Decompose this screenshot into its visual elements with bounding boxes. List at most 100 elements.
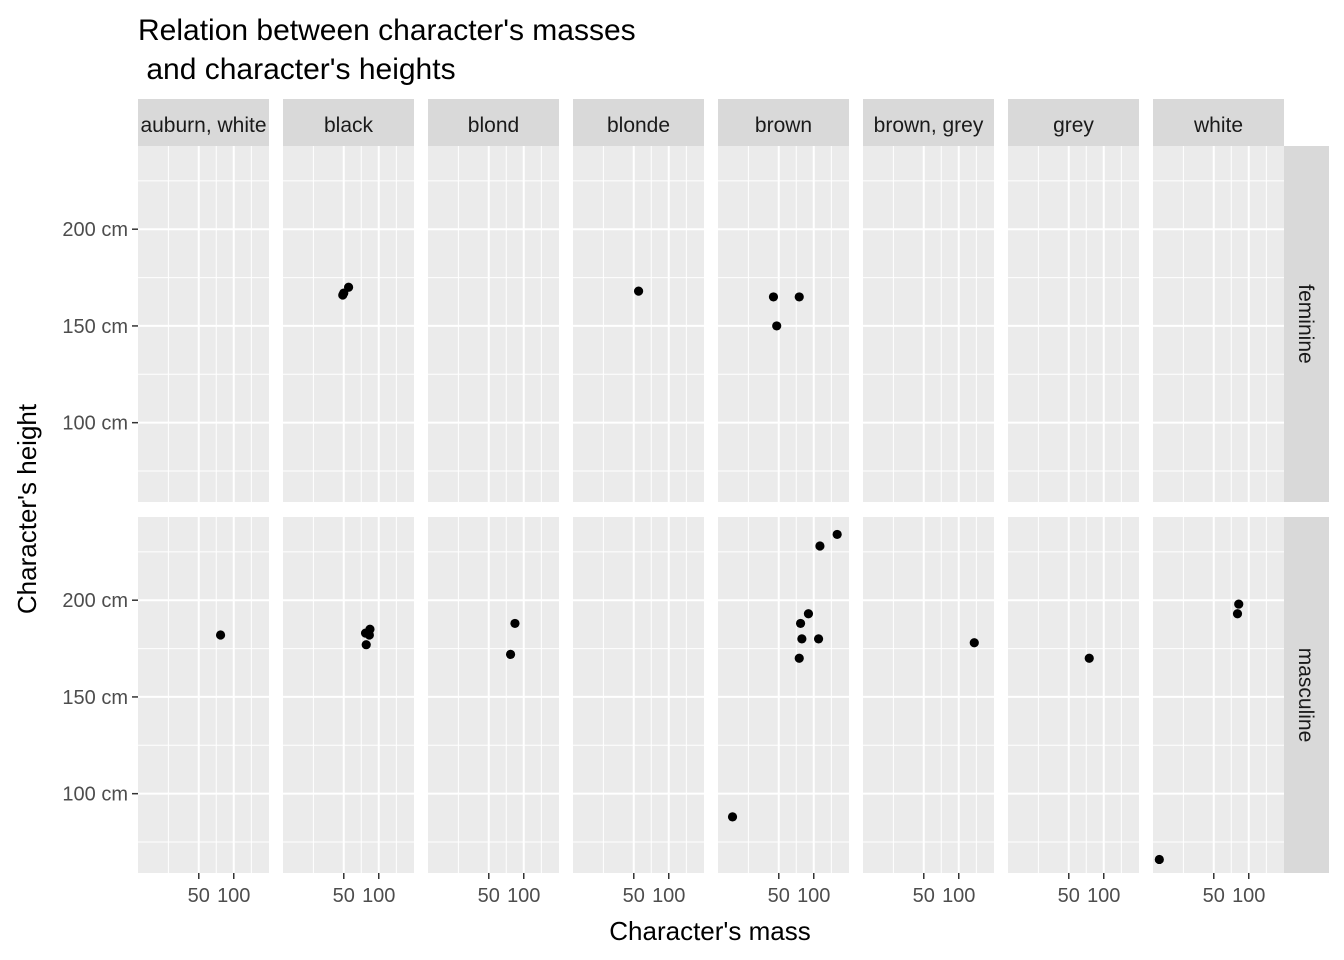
panel-background [863, 146, 994, 502]
facet-strip-grey [1008, 99, 1139, 146]
x-tick-label: 50 [768, 885, 790, 907]
data-point [815, 541, 825, 551]
panel-background [718, 517, 849, 873]
x-tick-label: 50 [478, 885, 500, 907]
facet-strip-brown-grey [863, 99, 994, 146]
panel-background [1153, 146, 1284, 502]
data-point [361, 640, 371, 650]
x-tick-label: 100 [1087, 885, 1120, 907]
facet-label-feminine: feminine [1294, 284, 1317, 363]
facet-label-white: white [1193, 114, 1243, 137]
x-tick-label: 50 [333, 885, 355, 907]
facet-label-grey: grey [1053, 114, 1094, 137]
facet-strip-blond [428, 99, 559, 146]
panel-background [863, 517, 994, 873]
panel-background [428, 146, 559, 502]
panel-background [573, 146, 704, 502]
data-point [969, 638, 979, 648]
panel-background [573, 517, 704, 873]
x-tick-label: 100 [507, 885, 540, 907]
panel-grey-masculine [1008, 517, 1139, 873]
data-point [794, 292, 804, 302]
data-point [794, 653, 804, 663]
panel-blond-masculine [428, 517, 559, 873]
panel-black-feminine [283, 146, 414, 502]
data-point [215, 630, 226, 640]
data-point [797, 634, 807, 644]
panel-background [1008, 517, 1139, 873]
data-point [803, 609, 814, 619]
x-tick-label: 100 [942, 885, 975, 907]
facet-strip-black [283, 99, 414, 146]
panel-blonde-feminine [573, 146, 704, 502]
facet-strip-feminine [1283, 146, 1329, 502]
x-tick-label: 50 [1203, 885, 1225, 907]
panel-background [428, 517, 559, 873]
facet-strip-masculine [1283, 517, 1329, 873]
y-axis-title: Character's height [12, 403, 42, 614]
facet-label-black: black [324, 114, 374, 137]
data-point [1234, 599, 1244, 609]
panel-background [718, 146, 849, 502]
panel-grey-feminine [1008, 146, 1139, 502]
x-tick-label: 50 [623, 885, 645, 907]
panel-background [138, 146, 269, 502]
panel-brown-feminine [718, 146, 849, 502]
panel-white-masculine [1153, 517, 1284, 873]
data-point [813, 634, 824, 644]
chart-title-line1: Relation between character's masses [138, 14, 636, 47]
x-tick-label: 100 [217, 885, 250, 907]
x-axis-title: Character's mass [609, 916, 810, 946]
data-point [772, 321, 782, 331]
panel-auburn-white-masculine [138, 517, 269, 873]
x-tick-label: 50 [188, 885, 210, 907]
panel-background [283, 146, 414, 502]
facet-label-brown: brown [755, 114, 812, 137]
y-tick-label: 100 cm [62, 413, 128, 435]
data-point [832, 529, 842, 540]
panel-brown-masculine [718, 517, 849, 873]
panel-background [1008, 146, 1139, 502]
data-point [365, 624, 375, 634]
data-point [339, 288, 349, 298]
data-point [510, 618, 520, 629]
facet-strip-white [1153, 99, 1284, 146]
panel-white-feminine [1153, 146, 1284, 502]
data-point [1232, 609, 1243, 619]
panel-auburn-white-feminine [138, 146, 269, 502]
facet-label-blond: blond [468, 114, 519, 137]
panel-brown-grey-feminine [863, 146, 994, 502]
x-tick-label: 50 [913, 885, 935, 907]
y-tick-label: 200 cm [62, 590, 128, 612]
y-tick-label: 150 cm [62, 316, 128, 338]
data-point [1084, 653, 1094, 663]
y-tick-label: 200 cm [62, 219, 128, 241]
data-point [1154, 854, 1164, 865]
panel-background [138, 517, 269, 873]
x-tick-label: 100 [797, 885, 830, 907]
facet-strip-brown [718, 99, 849, 146]
x-tick-label: 50 [1058, 885, 1080, 907]
facet-label-blonde: blonde [607, 114, 670, 137]
data-point [505, 649, 516, 659]
data-point [727, 812, 738, 822]
data-point [768, 292, 779, 302]
chart-title-line2: and character's heights [138, 53, 456, 86]
facet-strip-blonde [573, 99, 704, 146]
x-tick-label: 100 [362, 885, 395, 907]
y-tick-label: 150 cm [62, 687, 128, 709]
panel-brown-grey-masculine [863, 517, 994, 873]
panel-black-masculine [283, 517, 414, 873]
panel-blonde-masculine [573, 517, 704, 873]
x-tick-label: 100 [652, 885, 685, 907]
x-tick-label: 100 [1232, 885, 1265, 907]
facet-strip-auburn-white [138, 99, 269, 146]
data-point [633, 286, 644, 296]
panel-background [1153, 517, 1284, 873]
facet-label-auburn-white: auburn, white [140, 114, 266, 137]
facet-label-masculine: masculine [1294, 648, 1317, 743]
data-point [795, 618, 806, 629]
facet-label-brown-grey: brown, grey [874, 114, 984, 137]
